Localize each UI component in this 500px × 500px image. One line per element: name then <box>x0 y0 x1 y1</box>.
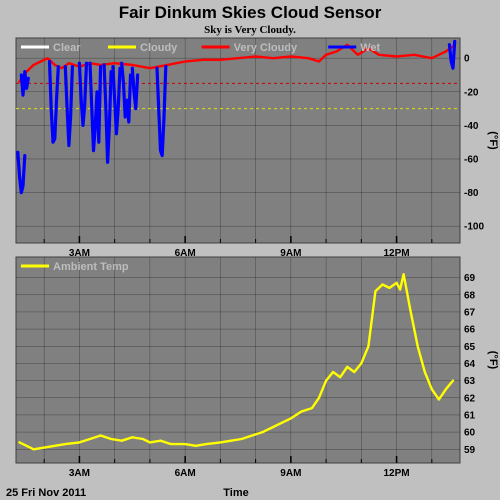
series-line-wet <box>447 39 457 70</box>
y-tick-label: 64 <box>464 359 476 370</box>
x-tick-label: 9AM <box>280 468 301 479</box>
legend-label: Cloudy <box>140 42 178 54</box>
y-tick-label: 67 <box>464 307 476 318</box>
series-line-wet <box>111 64 122 136</box>
x-tick-label: 6AM <box>175 468 196 479</box>
y-tick-label: 59 <box>464 445 476 456</box>
y-axis-unit: (°F) <box>487 351 499 370</box>
legend-label: Very Cloudy <box>234 42 298 54</box>
ambient-temperature-panel: 69 68 67 66 65 64 63 62 61 60 59 3AM 6AM 9AM 12PM (°F) A… <box>15 256 499 479</box>
y-tick-label: 61 <box>464 410 476 421</box>
plot-area <box>15 256 461 464</box>
chart-subtitle: Sky is Very Cloudy. <box>204 24 296 36</box>
y-tick-label: 63 <box>464 376 476 387</box>
y-tick-label: -60 <box>464 154 479 165</box>
y-axis-unit: (°F) <box>487 131 499 150</box>
sky-temperature-panel: 0 -20 -40 -60 -80 -100 3AM 6AM 9AM 12PM (°F) Clear C… <box>15 37 499 259</box>
y-tick-label: 60 <box>464 428 476 439</box>
x-tick-label: 9AM <box>280 248 301 259</box>
x-tick-label: 12PM <box>384 468 410 479</box>
series-line-wet <box>63 64 75 148</box>
y-tick-label: -100 <box>464 222 484 233</box>
y-tick-label: -20 <box>464 87 479 98</box>
series-line-wet <box>77 61 89 128</box>
x-tick-label: 6AM <box>175 248 196 259</box>
y-tick-label: -80 <box>464 188 479 199</box>
y-tick-label: -40 <box>464 121 479 132</box>
series-line-wet <box>130 66 140 111</box>
series-line-wet <box>19 69 30 97</box>
chart-title: Fair Dinkum Skies Cloud Sensor <box>119 3 382 22</box>
x-tick-label: 3AM <box>69 468 90 479</box>
series-line-ambient-temp <box>18 273 455 451</box>
x-tick-label: 12PM <box>384 248 410 259</box>
y-tick-label: 69 <box>464 273 476 284</box>
series-line-wet <box>16 150 27 195</box>
x-axis-label: Time <box>223 487 248 499</box>
y-tick-label: 68 <box>464 290 476 301</box>
series-line-wet <box>88 61 103 153</box>
legend-label: Clear <box>53 42 81 54</box>
date-label: 25 Fri Nov 2011 <box>6 487 86 499</box>
y-tick-label: 66 <box>464 325 476 336</box>
legend-label: Ambient Temp <box>53 261 129 273</box>
series-line-wet <box>155 64 168 158</box>
y-tick-label: 62 <box>464 393 476 404</box>
legend-label: Wet <box>360 42 380 54</box>
series-line-wet <box>102 63 113 164</box>
y-tick-label: 0 <box>464 54 470 65</box>
y-tick-label: 65 <box>464 342 476 353</box>
plot-area <box>15 37 461 244</box>
series-line-wet <box>47 59 60 144</box>
x-tick-label: 3AM <box>69 248 90 259</box>
series-line-wet <box>120 61 133 124</box>
